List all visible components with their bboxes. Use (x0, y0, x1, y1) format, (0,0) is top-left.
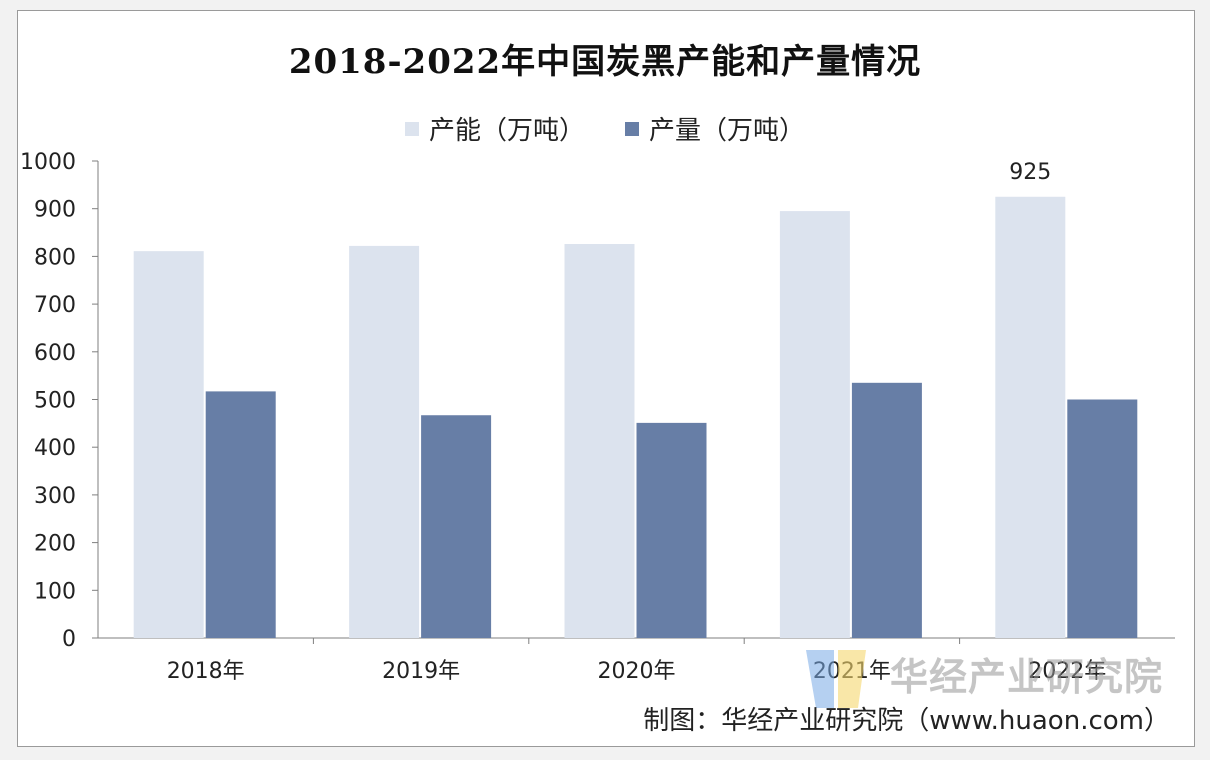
y-tick-label: 1000 (20, 150, 76, 175)
y-tick-label: 200 (34, 532, 76, 557)
data-label: 925 (1009, 160, 1051, 185)
watermark-text: 华经产业研究院 (890, 655, 1164, 699)
bar-production-2 (636, 422, 707, 638)
x-tick-label: 2020年 (598, 659, 676, 684)
bar-production-1 (421, 415, 492, 638)
bar-production-4 (1067, 399, 1138, 638)
legend-label-production: 产量（万吨） (649, 116, 806, 146)
bar-capacity-1 (349, 245, 420, 638)
y-tick-label: 0 (62, 627, 76, 652)
x-tick-label: 2019年 (382, 659, 460, 684)
y-tick-label: 100 (34, 579, 76, 604)
y-tick-label: 800 (34, 245, 76, 270)
x-tick-label: 2018年 (167, 659, 245, 684)
y-tick-label: 900 (34, 198, 76, 223)
y-tick-label: 500 (34, 389, 76, 414)
chart-title: 2018-2022年中国炭黑产能和产量情况 (288, 42, 922, 82)
chart-legend: 产能（万吨） 产量（万吨） (0, 110, 1210, 147)
bar-capacity-4 (995, 196, 1066, 638)
legend-swatch-capacity (404, 121, 419, 136)
legend-item-production: 产量（万吨） (625, 110, 805, 147)
y-tick-label: 300 (34, 484, 76, 509)
bar-capacity-0 (133, 251, 204, 638)
legend-item-capacity: 产能（万吨） (404, 110, 585, 147)
y-tick-label: 600 (34, 341, 76, 366)
bar-capacity-2 (564, 243, 635, 639)
bar-production-0 (205, 391, 276, 638)
source-credit: 制图：华经产业研究院（www.huaon.com） (643, 706, 1170, 736)
bar-production-3 (851, 382, 922, 638)
bar-capacity-3 (779, 211, 850, 638)
y-tick-label: 400 (34, 436, 76, 461)
legend-swatch-production (625, 121, 639, 136)
y-tick-label: 700 (34, 293, 76, 318)
watermark-logo-icon (806, 650, 866, 708)
x-tick-label: 2022年 (1028, 659, 1106, 684)
legend-label-capacity: 产能（万吨） (428, 116, 585, 146)
